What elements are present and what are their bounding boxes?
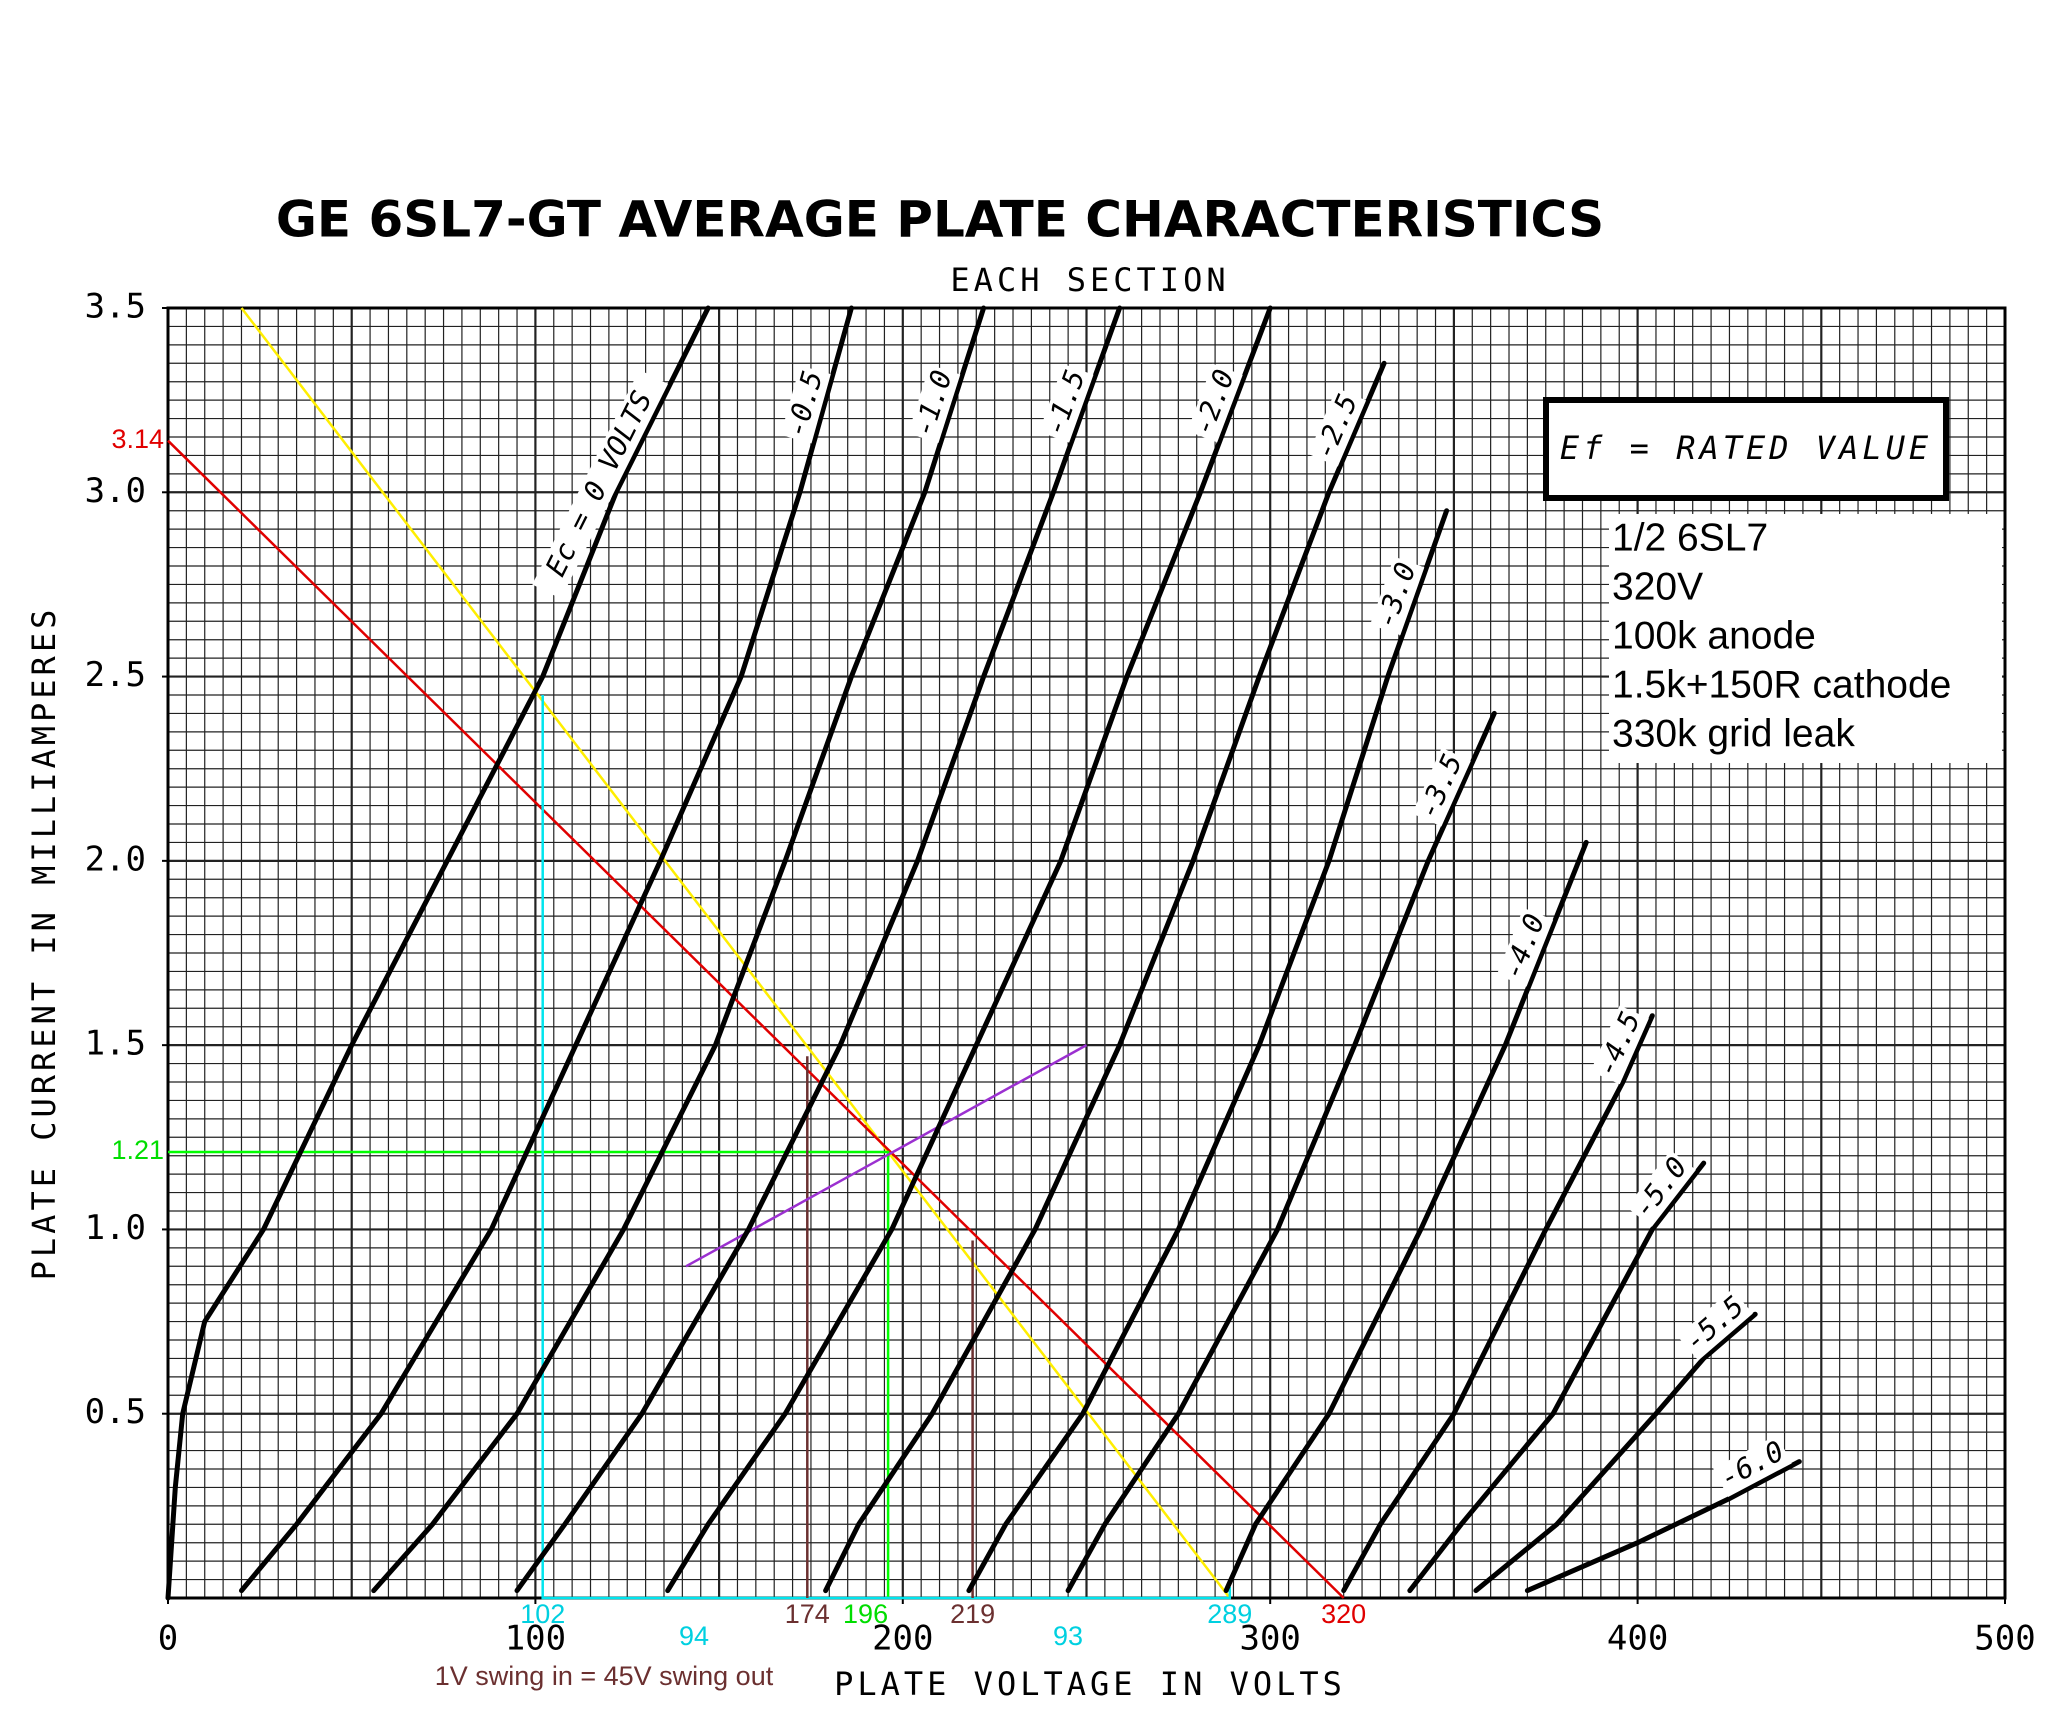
y-tick-label: 1.0: [85, 1208, 146, 1248]
reference-line: [167, 439, 1345, 1599]
heater-box: [1543, 397, 1949, 501]
plate-curve: [1407, 1160, 1707, 1594]
plate-curve: [966, 508, 1450, 1594]
heater-label: Ef = RATED VALUE: [1560, 429, 1932, 467]
reference-lines: [167, 307, 1345, 1600]
notes-box: [1609, 514, 2002, 763]
reference-line: [685, 1044, 1088, 1268]
x-axis-label: PLATE VOLTAGE IN VOLTS: [834, 1665, 1346, 1703]
plate-curve: [1065, 710, 1497, 1594]
y-tick-label: 0.5: [85, 1392, 146, 1432]
labels: 0 100 200 300 400 5000.51.01.52.02.53.03.5Ec …: [85, 287, 2036, 1659]
note-line: 100k anode: [1612, 614, 1816, 657]
reference-line: [168, 1150, 890, 1598]
curve-label-bg: [1370, 556, 1425, 636]
x-tick-label: 100: [505, 1619, 566, 1659]
marked-value: 196: [843, 1599, 888, 1629]
curve-label-bg: [907, 364, 961, 444]
plate-curve: [371, 305, 987, 1594]
plate-curve: [1524, 1459, 1802, 1594]
notes: 1/2 6SL7 320V 100k anode 1.5k+150R cathode 3…: [1612, 516, 1951, 755]
marked-value: 219: [950, 1599, 995, 1629]
curve-label-bg: [1187, 363, 1243, 443]
x-tick-label: 200: [872, 1619, 933, 1659]
marked-value: 320: [1321, 1599, 1366, 1629]
x-tick-label: 400: [1607, 1619, 1668, 1659]
curves: [165, 305, 1802, 1601]
reference-line: [541, 695, 1232, 1600]
curve-label-bg: [1590, 1005, 1649, 1085]
plate-curve: [1473, 1311, 1758, 1594]
reference-line: [240, 307, 1231, 1599]
y-tick-label: 1.5: [85, 1024, 146, 1064]
plate-curve: [1223, 839, 1589, 1594]
chart-subtitle: EACH SECTION: [950, 261, 1229, 299]
swing-label: 93: [1053, 1621, 1083, 1651]
curve-label-bg: [1626, 1150, 1696, 1227]
plate-curve: [239, 305, 854, 1594]
marked-value: 3.14: [111, 424, 164, 454]
curve-label-bg: [1496, 907, 1554, 987]
curve-label-bg: [780, 365, 831, 444]
curve-label-bg: [1677, 1289, 1753, 1361]
plate-curve: [165, 305, 711, 1601]
y-axis-label: PLATE CURRENT IN MILLIAMPERES: [25, 606, 63, 1281]
x-tick-label: 0: [158, 1619, 178, 1659]
curve-label-bg: [532, 369, 668, 599]
plate-curve: [665, 305, 1273, 1594]
x-tick-label: 300: [1239, 1619, 1300, 1659]
marked-value: 289: [1207, 1599, 1252, 1629]
plate-curve: [823, 360, 1387, 1594]
chart-title: GE 6SL7-GT AVERAGE PLATE CHARACTERISTICS: [276, 191, 1604, 249]
curve-label-bg: [1412, 747, 1471, 827]
y-tick-label: 2.0: [85, 839, 146, 879]
y-tick-label: 2.5: [85, 655, 146, 695]
y-tick-label: 3.0: [85, 471, 146, 511]
x-tick-label: 500: [1974, 1619, 2035, 1659]
y-tick-label: 3.5: [85, 287, 146, 327]
note-line: 1.5k+150R cathode: [1612, 663, 1951, 706]
plate-curve: [514, 305, 1123, 1594]
swing-label: 94: [679, 1621, 709, 1651]
note-line: 320V: [1612, 565, 1703, 608]
curve-label-bg: [1039, 363, 1094, 443]
marked-value: 174: [785, 1599, 830, 1629]
swing-note: 1V swing in = 45V swing out: [435, 1661, 774, 1691]
note-line: 330k grid leak: [1612, 712, 1855, 755]
marked-value: 1.21: [111, 1135, 164, 1165]
curve-label-bg: [1308, 387, 1367, 467]
curve-label-bg: [1713, 1435, 1792, 1497]
note-line: 1/2 6SL7: [1612, 516, 1768, 559]
marked-value: 102: [520, 1599, 565, 1629]
plate-curve: [1341, 1013, 1655, 1594]
